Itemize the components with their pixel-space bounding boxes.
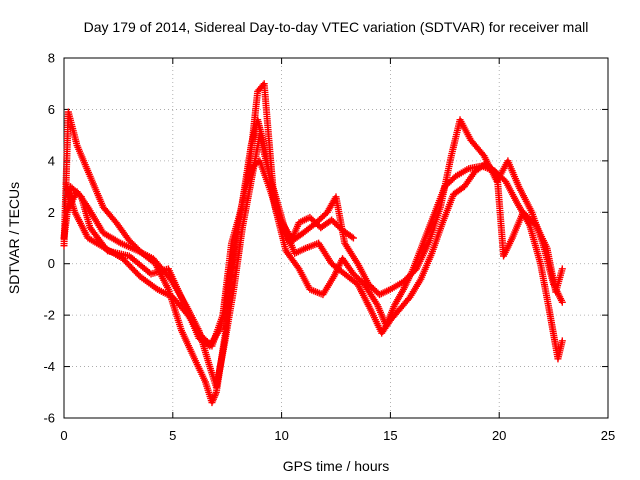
y-tick-label: 8 xyxy=(48,51,55,66)
y-tick-label: 4 xyxy=(48,153,55,168)
y-tick-label: -4 xyxy=(43,359,55,374)
x-axis-title: GPS time / hours xyxy=(283,458,390,474)
y-tick-label: -2 xyxy=(43,308,55,323)
y-tick-label: -6 xyxy=(43,411,55,426)
x-tick-label: 25 xyxy=(601,428,615,443)
data-point xyxy=(491,168,499,176)
x-tick-label: 0 xyxy=(60,428,67,443)
x-tick-label: 10 xyxy=(274,428,288,443)
y-tick-label: 2 xyxy=(48,205,55,220)
y-tick-label: 0 xyxy=(48,256,55,271)
data-point xyxy=(349,234,357,242)
y-tick-label: 6 xyxy=(48,102,55,117)
data-point xyxy=(558,298,566,306)
series-track-1 xyxy=(60,157,357,350)
data-point xyxy=(558,265,566,273)
x-tick-label: 5 xyxy=(169,428,176,443)
x-tick-label: 15 xyxy=(383,428,397,443)
axis-ticks: 0 5 10 15 20 25 -6 -4 -2 0 2 4 6 8 xyxy=(43,51,615,444)
series-track-3 xyxy=(62,116,566,391)
grid-lines xyxy=(64,58,608,418)
series-track-2 xyxy=(60,108,566,407)
x-tick-label: 20 xyxy=(492,428,506,443)
chart-title: Day 179 of 2014, Sidereal Day-to-day VTE… xyxy=(84,19,589,35)
data-marks xyxy=(60,80,566,407)
plot-frame xyxy=(63,57,609,419)
data-point xyxy=(348,233,356,241)
data-point xyxy=(558,337,566,345)
y-axis-title: SDTVAR / TECUs xyxy=(6,182,22,294)
series-track-4 xyxy=(62,80,566,350)
